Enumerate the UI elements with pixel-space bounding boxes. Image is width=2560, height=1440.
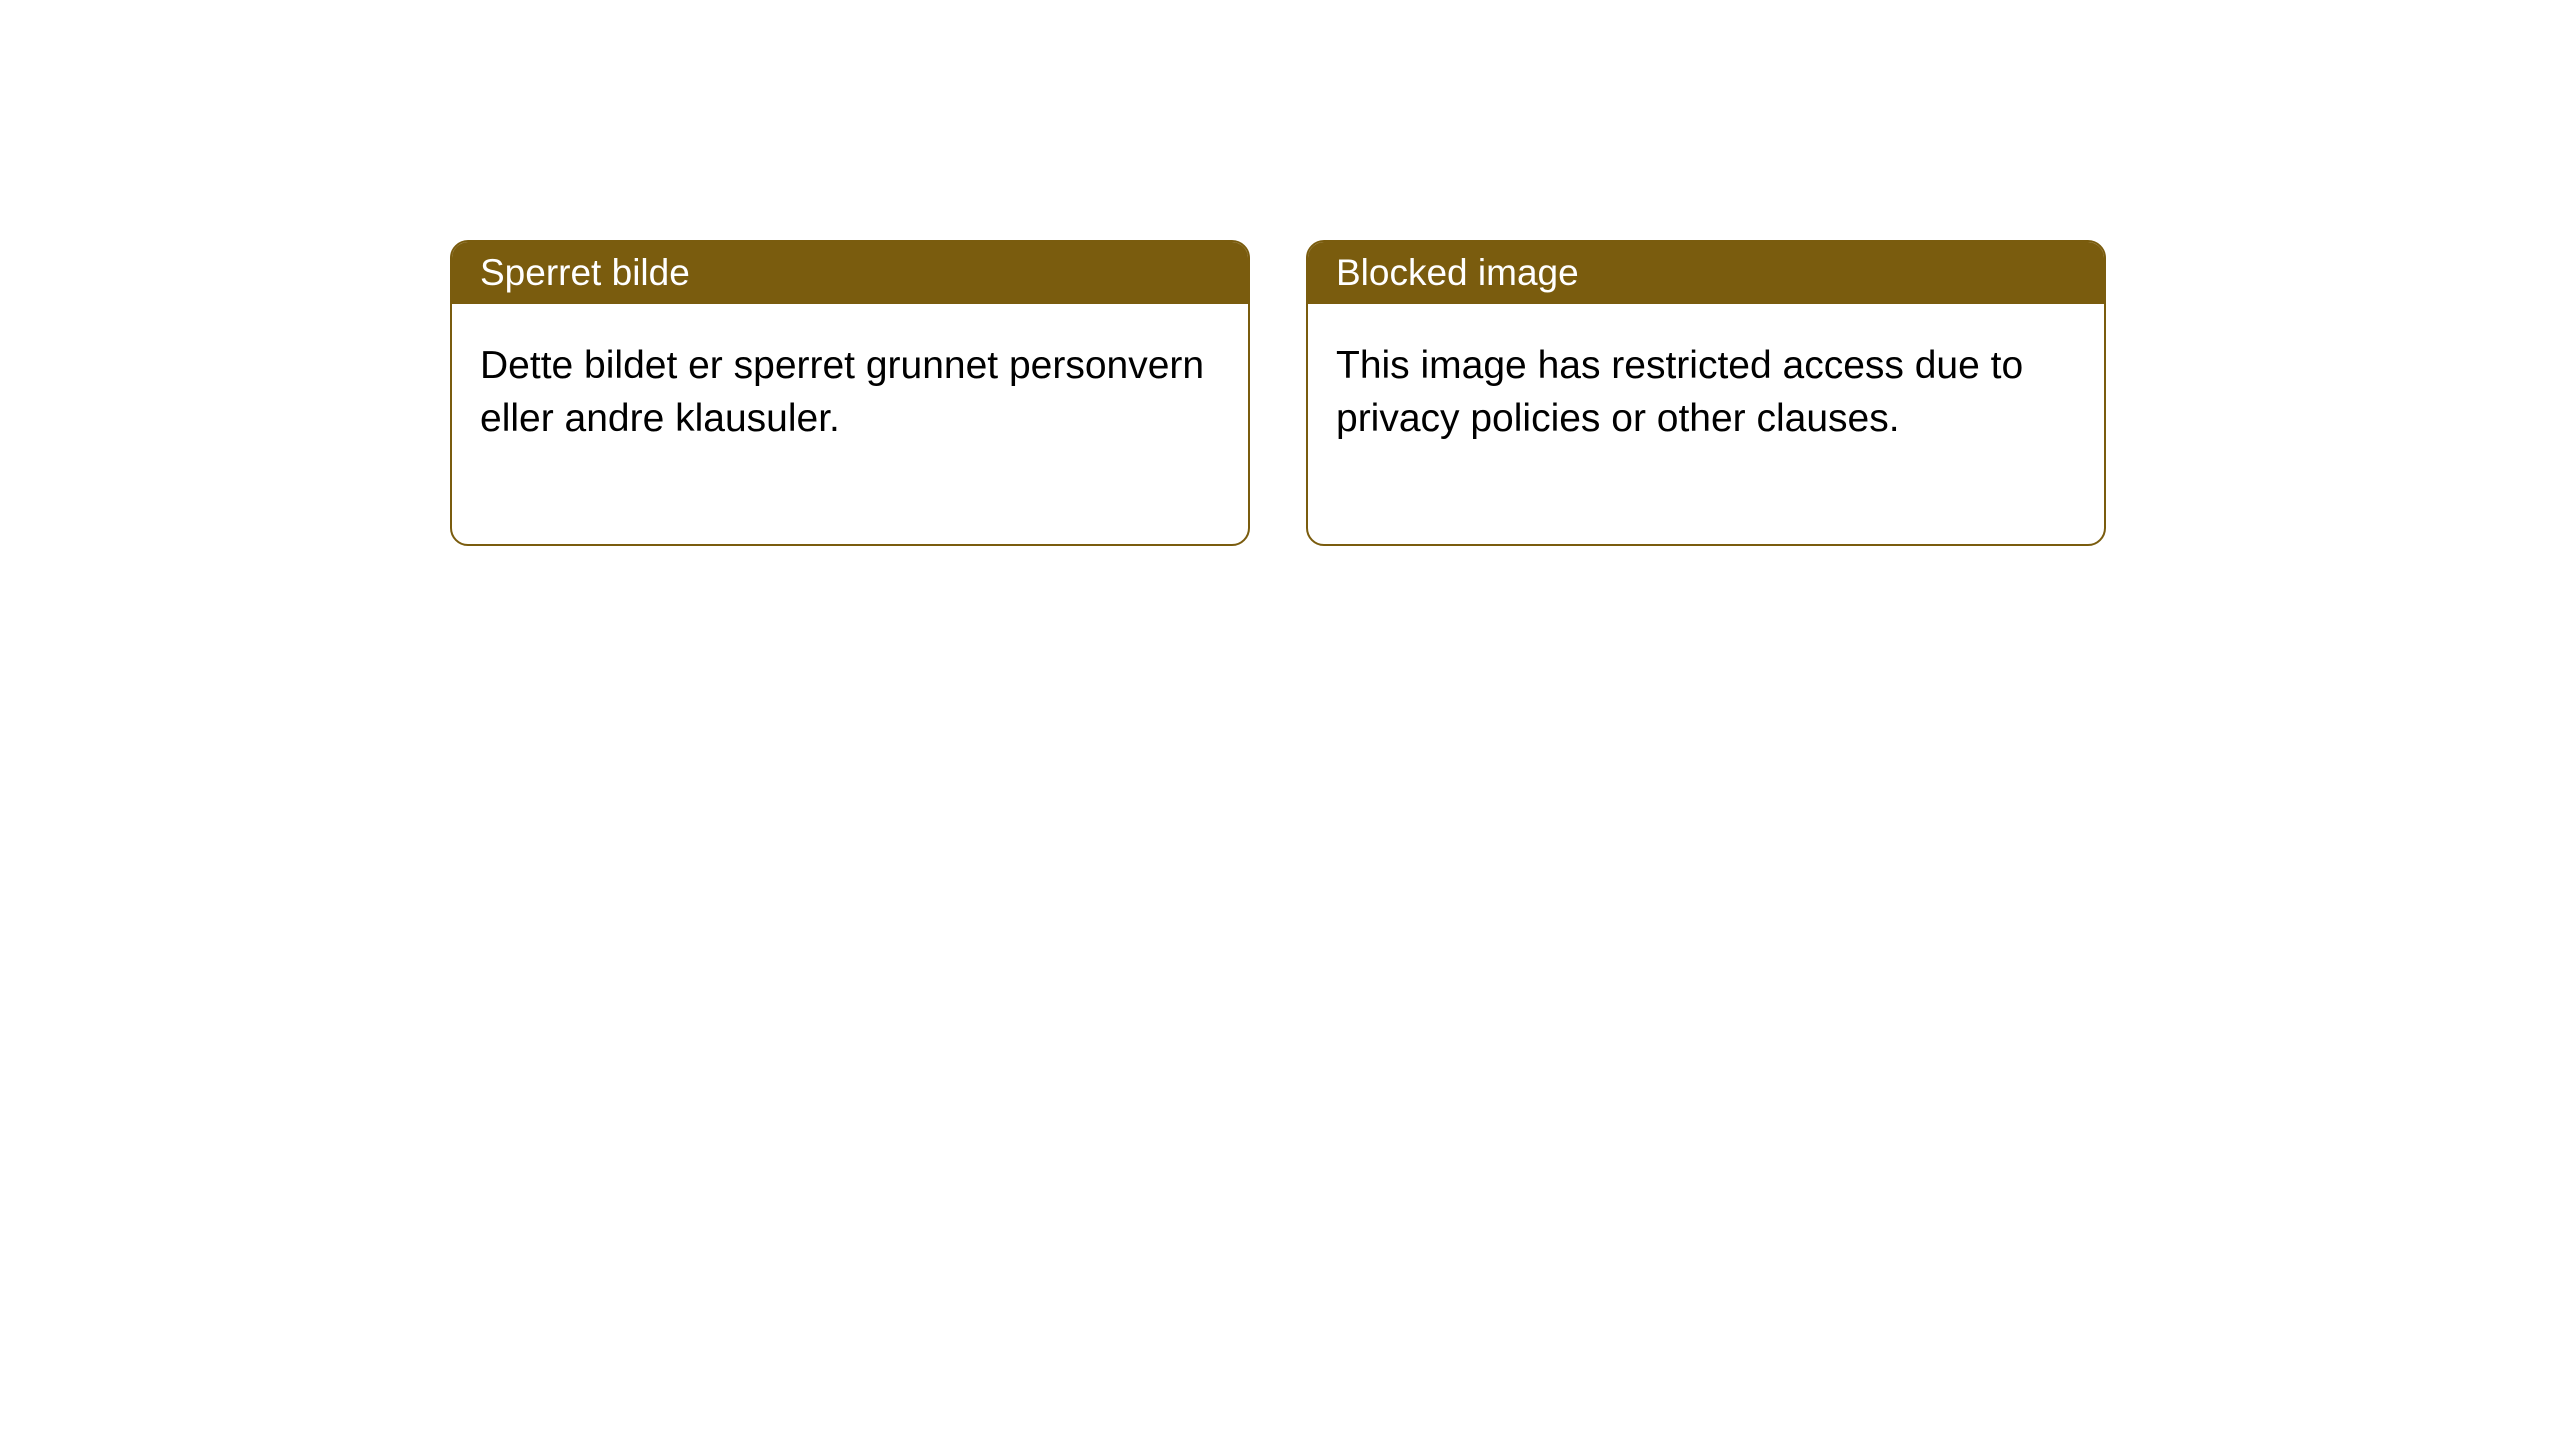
notice-container: Sperret bilde Dette bildet er sperret gr… [450,240,2106,546]
notice-header-norwegian: Sperret bilde [452,242,1248,304]
notice-body-norwegian: Dette bildet er sperret grunnet personve… [452,304,1248,544]
notice-body-english: This image has restricted access due to … [1308,304,2104,544]
notice-card-norwegian: Sperret bilde Dette bildet er sperret gr… [450,240,1250,546]
notice-header-english: Blocked image [1308,242,2104,304]
notice-card-english: Blocked image This image has restricted … [1306,240,2106,546]
